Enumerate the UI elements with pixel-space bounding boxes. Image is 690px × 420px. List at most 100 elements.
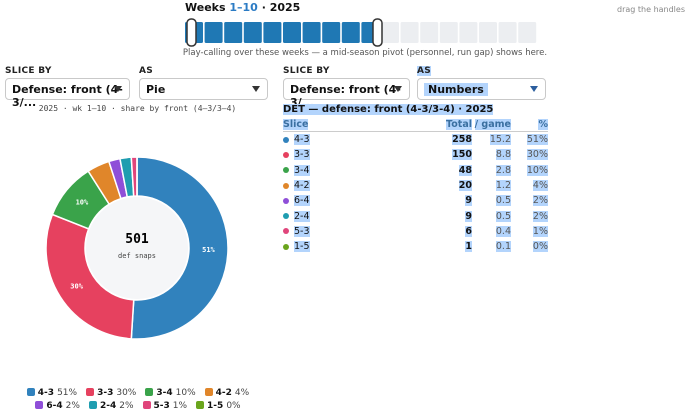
cell-text: 258 <box>452 134 472 146</box>
table-cell: 51% <box>511 132 548 148</box>
slice-label: 51% <box>202 246 215 254</box>
as-select[interactable]: Pie <box>139 78 268 100</box>
header-text: / game <box>474 119 511 130</box>
header-text: Slice <box>283 119 309 130</box>
table-cell: 6 <box>433 224 472 239</box>
table-cell: 1.2 <box>472 178 511 193</box>
legend-swatch <box>88 401 97 409</box>
legend-item[interactable]: 5-3 1% <box>142 401 187 411</box>
table-cell: 4-2 <box>283 178 433 193</box>
week-cell <box>459 22 478 43</box>
slice-label: SLICE BY <box>283 66 330 76</box>
header-row: Slice Total / game% <box>283 118 548 132</box>
legend-swatch <box>35 401 44 409</box>
legend-item[interactable]: 3-4 10% <box>145 388 196 398</box>
legend-item[interactable]: 4-2 4% <box>204 388 249 398</box>
row-dot <box>283 151 289 158</box>
week-cell <box>439 22 458 43</box>
row-dot <box>283 136 289 143</box>
slice-select[interactable]: Defense: front (4-3/... <box>283 78 410 109</box>
as-text: AS <box>417 66 432 76</box>
legend-value: 10% <box>175 388 196 398</box>
as-label: AS <box>139 66 154 76</box>
legend-name: 3-4 <box>156 388 173 398</box>
week-cell <box>498 22 517 43</box>
legend-swatch <box>26 388 35 396</box>
table-row: 2-4 9 0.5 2% <box>283 208 548 223</box>
table-cell: 150 <box>433 147 472 162</box>
cell-text: 20 <box>458 180 472 192</box>
table-row: 3-4 48 2.8 10% <box>283 163 548 178</box>
week-cell <box>243 22 262 43</box>
table-cell: 9 <box>433 208 472 223</box>
row-dot <box>283 167 289 174</box>
as-value: Pie <box>146 83 166 96</box>
week-cell <box>381 22 399 43</box>
title-text: Weeks <box>185 1 226 14</box>
header-text: % <box>538 119 548 130</box>
cell-text: 6-4 <box>294 195 310 207</box>
table-title: DET — defense: front (4-3/3-4) · 2025 <box>283 104 494 115</box>
slice-label: 10% <box>76 198 89 206</box>
cell-text: 2.8 <box>495 164 511 176</box>
legend-value: 30% <box>116 388 137 398</box>
table-cell: 1 <box>433 239 472 254</box>
column-header: Slice <box>283 118 433 132</box>
table-cell: 9 <box>433 193 472 208</box>
legend-item[interactable]: 1-5 0% <box>196 401 241 411</box>
legend-item[interactable]: 3-3 30% <box>86 388 136 398</box>
table-cell: 6-4 <box>283 193 433 208</box>
cell-text: 4% <box>532 180 548 192</box>
range-handle[interactable] <box>372 18 383 47</box>
week-cell <box>283 22 301 43</box>
column-header: Total <box>433 118 472 132</box>
legend-value: 2% <box>65 401 80 411</box>
range-handle[interactable] <box>186 18 197 47</box>
table-cell: 1-5 <box>283 239 433 254</box>
row-dot <box>283 228 289 235</box>
cell-text: 51% <box>526 134 548 146</box>
cell-text: 2% <box>532 195 548 207</box>
chart-subtitle: 2025 · wk 1–10 · share by front (4–3/3–4… <box>38 104 237 113</box>
table-cell: 15.2 <box>472 132 511 148</box>
table-row: 4-3 258 15.2 51% <box>283 132 548 148</box>
cell-text: 15.2 <box>489 134 511 146</box>
table-title-text: DET — defense: front (4-3/3-4) · 2025 <box>283 104 494 115</box>
table-cell: 8.8 <box>472 147 511 162</box>
slice-label: 30% <box>70 282 83 290</box>
as-label: AS <box>417 66 432 76</box>
cell-text: 5-3 <box>294 225 310 237</box>
legend-swatch <box>196 401 205 409</box>
table-cell: 2% <box>511 208 548 223</box>
legend-value: 2% <box>119 401 134 411</box>
table-cell: 5-3 <box>283 224 433 239</box>
legend-name: 3-3 <box>97 388 114 398</box>
legend-item[interactable]: 6-4 2% <box>35 401 80 411</box>
table-cell: 1% <box>511 224 548 239</box>
table-cell: 4-3 <box>283 132 433 148</box>
slice <box>130 156 229 340</box>
row-dot <box>283 243 289 250</box>
legend-swatch <box>86 388 95 396</box>
cell-text: 1.2 <box>495 180 511 192</box>
cell-text: 4-2 <box>294 180 310 192</box>
slice-select[interactable]: Defense: front (4-3/... <box>5 78 130 109</box>
table-cell: 2-4 <box>283 208 433 223</box>
legend-value: 51% <box>57 388 78 398</box>
cell-text: 0.1 <box>495 241 511 253</box>
legend-item[interactable]: 4-3 51% <box>26 388 78 398</box>
legend-item[interactable]: 2-4 2% <box>88 401 134 411</box>
cell-text: 0.4 <box>495 225 511 237</box>
table-cell: 258 <box>433 132 472 148</box>
week-slider[interactable] <box>180 18 550 48</box>
cell-text: 2% <box>532 210 548 222</box>
table-cell: 0.1 <box>472 239 511 254</box>
legend-name: 2-4 <box>99 401 117 411</box>
legend-name: 5-3 <box>153 401 170 411</box>
table-cell: 0% <box>511 239 548 254</box>
as-select[interactable]: Numbers <box>417 78 546 100</box>
table-cell: 0.4 <box>472 224 511 239</box>
cell-text: 6 <box>465 225 472 237</box>
table-row: 6-4 9 0.5 2% <box>283 193 548 208</box>
